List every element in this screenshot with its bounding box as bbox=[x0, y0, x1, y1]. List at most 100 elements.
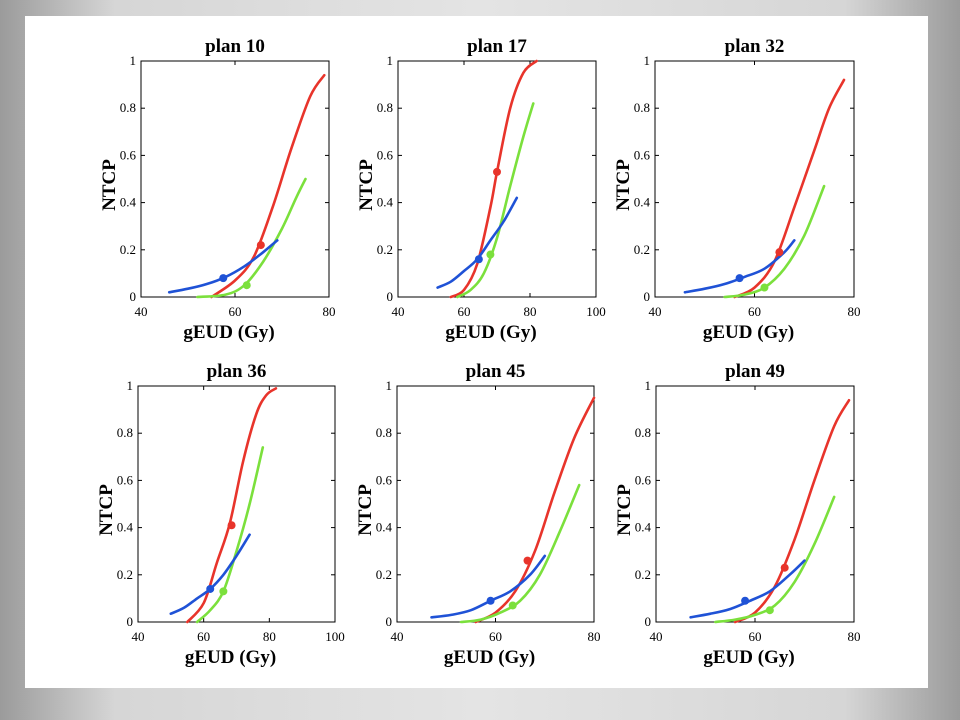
y-tick-label: 1 bbox=[386, 378, 393, 393]
y-tick-label: 1 bbox=[644, 53, 651, 68]
x-tick-label: 40 bbox=[135, 304, 148, 319]
x-axis-label: gEUD (Gy) bbox=[183, 322, 274, 343]
series-line bbox=[456, 102, 535, 299]
series-line bbox=[714, 495, 836, 624]
y-tick-label: 0.6 bbox=[117, 472, 134, 487]
x-tick-label: 80 bbox=[524, 304, 537, 319]
plot-frame bbox=[137, 385, 336, 623]
y-tick-label: 0.4 bbox=[117, 520, 134, 535]
y-tick-label: 0 bbox=[645, 614, 652, 629]
y-tick-label: 0 bbox=[127, 614, 134, 629]
y-tick-label: 0.8 bbox=[117, 425, 133, 440]
series-marker bbox=[206, 584, 215, 593]
series-marker bbox=[775, 248, 784, 257]
series-marker bbox=[227, 521, 236, 530]
y-tick-label: 0.6 bbox=[635, 472, 652, 487]
x-tick-label: 40 bbox=[650, 629, 663, 644]
x-tick-label: 80 bbox=[588, 629, 601, 644]
x-axis-label: gEUD (Gy) bbox=[703, 322, 794, 343]
series-marker bbox=[765, 606, 774, 615]
series-line bbox=[186, 387, 278, 624]
x-tick-label: 80 bbox=[263, 629, 276, 644]
plot-frame bbox=[397, 60, 597, 298]
x-tick-label: 60 bbox=[749, 629, 762, 644]
y-tick-label: 0.2 bbox=[635, 567, 651, 582]
y-tick-label: 0 bbox=[386, 614, 393, 629]
chart-panel: plan 10 0 0.2 0.4 0.6 0.8 1 40 60 80 gEUD (Gy) NTCP bbox=[99, 36, 336, 343]
y-axis-label: NTCP bbox=[613, 159, 634, 211]
x-tick-label: 80 bbox=[848, 629, 861, 644]
x-tick-label: 40 bbox=[649, 304, 662, 319]
y-tick-label: 0.4 bbox=[377, 195, 394, 210]
y-axis-label: NTCP bbox=[99, 159, 120, 211]
chart-title: plan 17 bbox=[467, 36, 527, 57]
series-marker bbox=[760, 283, 769, 292]
ntcp-charts-figure: plan 10 0 0.2 0.4 0.6 0.8 1 40 60 80 gEUD (Gy) NTCP… bbox=[96, 36, 861, 668]
chart-panel: plan 32 0 0.2 0.4 0.6 0.8 1 40 60 80 gEUD (Gy) NTCP bbox=[613, 36, 861, 343]
y-tick-label: 0.6 bbox=[634, 147, 651, 162]
y-tick-label: 0 bbox=[387, 289, 394, 304]
y-tick-label: 0.2 bbox=[120, 242, 136, 257]
plot-frame bbox=[655, 385, 855, 623]
series-line bbox=[459, 483, 581, 624]
x-tick-label: 40 bbox=[391, 629, 404, 644]
chart-title: plan 36 bbox=[207, 361, 267, 382]
x-tick-label: 80 bbox=[323, 304, 336, 319]
y-axis-label: NTCP bbox=[614, 484, 635, 536]
series-line bbox=[733, 398, 851, 624]
series-marker bbox=[741, 596, 750, 605]
chart-panel: plan 36 0 0.2 0.4 0.6 0.8 1 40 60 80 100 gEUD (Gy) N… bbox=[96, 361, 345, 668]
x-tick-label: 60 bbox=[748, 304, 761, 319]
series-marker bbox=[219, 274, 228, 283]
series-line bbox=[733, 78, 846, 299]
x-axis-label: gEUD (Gy) bbox=[445, 322, 536, 343]
y-axis-label: NTCP bbox=[355, 484, 376, 536]
y-tick-label: 0 bbox=[644, 289, 651, 304]
y-tick-label: 0.8 bbox=[120, 100, 136, 115]
series-marker bbox=[219, 587, 228, 596]
y-tick-label: 0.2 bbox=[634, 242, 650, 257]
series-line bbox=[474, 396, 596, 624]
plot-frame bbox=[396, 385, 595, 623]
chart-panel: plan 49 0 0.2 0.4 0.6 0.8 1 40 60 80 gEUD (Gy) NTCP bbox=[614, 361, 861, 668]
y-tick-label: 0.8 bbox=[635, 425, 651, 440]
y-tick-label: 1 bbox=[387, 53, 394, 68]
series-line bbox=[449, 59, 538, 299]
chart-panel: plan 45 0 0.2 0.4 0.6 0.8 1 40 60 80 gEUD (Gy) NTCP bbox=[355, 361, 601, 668]
series-marker bbox=[474, 255, 483, 264]
y-tick-label: 0.4 bbox=[120, 195, 137, 210]
x-tick-label: 60 bbox=[489, 629, 502, 644]
y-tick-label: 0.8 bbox=[634, 100, 650, 115]
y-axis-label: NTCP bbox=[96, 484, 117, 536]
y-tick-label: 1 bbox=[127, 378, 134, 393]
y-tick-label: 0 bbox=[130, 289, 137, 304]
series-marker bbox=[256, 241, 265, 250]
x-tick-label: 60 bbox=[458, 304, 471, 319]
y-tick-label: 0.6 bbox=[377, 147, 394, 162]
series-line bbox=[196, 177, 307, 299]
series-line bbox=[723, 184, 826, 299]
y-tick-label: 0.2 bbox=[377, 242, 393, 257]
series-line bbox=[683, 239, 796, 294]
y-tick-label: 0.2 bbox=[376, 567, 392, 582]
y-axis-label: NTCP bbox=[356, 159, 377, 211]
series-line bbox=[210, 73, 326, 299]
x-tick-label: 60 bbox=[229, 304, 242, 319]
x-axis-label: gEUD (Gy) bbox=[185, 647, 276, 668]
series-marker bbox=[523, 556, 532, 565]
x-tick-label: 40 bbox=[392, 304, 405, 319]
chart-panel: plan 17 0 0.2 0.4 0.6 0.8 1 40 60 80 100 gEUD (Gy) N… bbox=[356, 36, 606, 343]
y-tick-label: 0.4 bbox=[634, 195, 651, 210]
series-marker bbox=[486, 250, 495, 259]
y-tick-label: 0.8 bbox=[376, 425, 392, 440]
series-marker bbox=[508, 601, 517, 610]
x-tick-label: 80 bbox=[848, 304, 861, 319]
x-axis-label: gEUD (Gy) bbox=[703, 647, 794, 668]
x-tick-label: 100 bbox=[586, 304, 606, 319]
y-tick-label: 0.8 bbox=[377, 100, 393, 115]
series-marker bbox=[242, 281, 251, 290]
x-tick-label: 60 bbox=[197, 629, 210, 644]
plot-frame bbox=[654, 60, 855, 298]
series-line bbox=[195, 446, 265, 624]
slide-canvas: plan 10 0 0.2 0.4 0.6 0.8 1 40 60 80 gEUD (Gy) NTCP… bbox=[25, 16, 928, 688]
